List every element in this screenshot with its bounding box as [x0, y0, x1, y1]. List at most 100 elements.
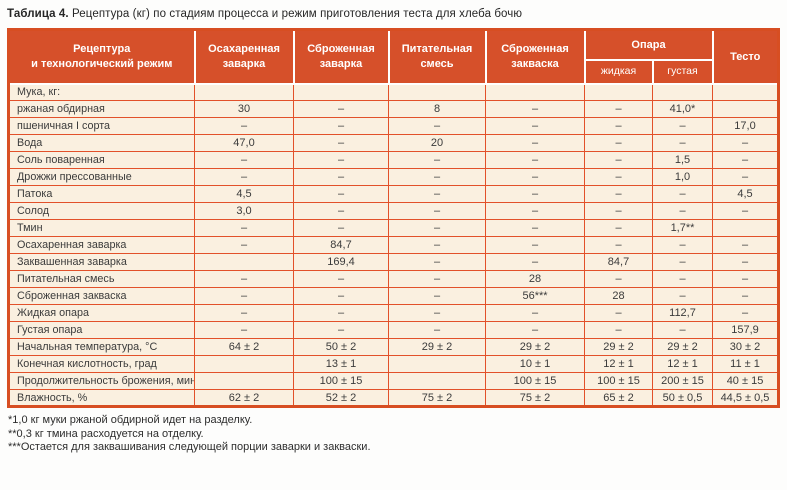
row-cell: – — [652, 134, 713, 152]
row-cell: – — [712, 151, 779, 169]
row-cell: 100 ± 15 — [293, 372, 389, 390]
row-cell — [712, 100, 779, 118]
col-header-opara-liquid: жидкая — [583, 58, 654, 85]
row-cell: – — [293, 287, 389, 305]
row-cell: 4,5 — [194, 185, 294, 203]
row-cell: – — [584, 185, 653, 203]
row-cell: – — [652, 321, 713, 339]
row-cell: – — [388, 236, 486, 254]
row-cell: 62 ± 2 — [194, 389, 294, 407]
row-cell: – — [293, 321, 389, 339]
table-row: Осахаренная заварка –84,7– – – – – — [8, 236, 779, 254]
row-cell: 29 ± 2 — [584, 338, 653, 356]
row-cell — [712, 83, 779, 101]
row-cell: – — [293, 168, 389, 186]
row-cell: 50 ± 0,5 — [652, 389, 713, 407]
row-cell: – — [584, 151, 653, 169]
row-cell: – — [388, 117, 486, 135]
row-label: Солод — [8, 202, 195, 220]
row-cell: – — [293, 219, 389, 237]
row-cell: 75 ± 2 — [388, 389, 486, 407]
row-cell: 28 — [584, 287, 653, 305]
table-row: Патока 4,5– – – – –4,5 — [8, 185, 779, 203]
table-row: Питательная смесь – – –28– – – — [8, 270, 779, 288]
row-cell: – — [293, 100, 389, 118]
row-cell: – — [584, 100, 653, 118]
col-header-nutrient-mix: Питательная смесь — [387, 28, 487, 85]
table-body: Мука, кг: ржаная обдирная 30–8– –41,0* пшени… — [8, 83, 779, 407]
row-cell: 29 ± 2 — [652, 338, 713, 356]
table-row: Начальная температура, °С 64 ± 2 50 ± 2 29 … — [8, 338, 779, 356]
row-label: Мука, кг: — [8, 83, 195, 101]
row-cell: 41,0* — [652, 100, 713, 118]
row-cell: – — [712, 236, 779, 254]
table-caption: Таблица 4. Рецептура (кг) по стадиям про… — [7, 8, 780, 20]
row-cell — [388, 372, 486, 390]
row-label: Сброженная закваска — [8, 287, 195, 305]
row-cell: 52 ± 2 — [293, 389, 389, 407]
row-cell: – — [388, 270, 486, 288]
row-cell: 1,5 — [652, 151, 713, 169]
row-cell: – — [485, 219, 585, 237]
row-cell: – — [388, 168, 486, 186]
table-caption-number: Таблица 4. — [7, 8, 69, 20]
row-cell: – — [388, 287, 486, 305]
row-cell: – — [584, 168, 653, 186]
row-cell: 12 ± 1 — [652, 355, 713, 373]
row-cell: – — [194, 321, 294, 339]
row-cell: – — [194, 304, 294, 322]
row-cell — [652, 83, 713, 101]
row-cell: 29 ± 2 — [388, 338, 486, 356]
row-cell: 169,4 — [293, 253, 389, 271]
row-cell: – — [388, 321, 486, 339]
row-cell: 17,0 — [712, 117, 779, 135]
table-row: Соль поваренная – – – – –1,5– — [8, 151, 779, 169]
row-cell — [584, 83, 653, 101]
row-cell: – — [194, 168, 294, 186]
row-cell: – — [485, 151, 585, 169]
row-cell: 112,7 — [652, 304, 713, 322]
row-cell: – — [293, 134, 389, 152]
row-cell: 157,9 — [712, 321, 779, 339]
row-cell: 84,7 — [584, 253, 653, 271]
row-cell: – — [652, 253, 713, 271]
row-cell: 20 — [388, 134, 486, 152]
table-header: Рецептура и технологический режим Осахар… — [7, 28, 780, 85]
row-cell: – — [584, 219, 653, 237]
row-cell: 30 — [194, 100, 294, 118]
row-cell: – — [388, 185, 486, 203]
footnote-3: ***Остается для заквашивания следующей п… — [8, 441, 371, 453]
row-cell: – — [652, 236, 713, 254]
col-header-dough: Тесто — [711, 28, 780, 85]
row-cell: – — [712, 287, 779, 305]
table-row: Влажность, % 62 ± 2 52 ± 2 75 ± 2 75 ± 2 65 ±… — [8, 389, 779, 407]
row-cell: – — [485, 304, 585, 322]
row-label: Дрожжи прессованные — [8, 168, 195, 186]
row-label: ржаная обдирная — [8, 100, 195, 118]
row-label: Жидкая опара — [8, 304, 195, 322]
table-row: Дрожжи прессованные – – – – –1,0– — [8, 168, 779, 186]
row-cell: – — [293, 202, 389, 220]
row-cell: – — [293, 117, 389, 135]
row-cell: 56*** — [485, 287, 585, 305]
table-row: Густая опара – – – – – –157,9 — [8, 321, 779, 339]
row-cell: – — [194, 236, 294, 254]
table-row: Тмин – – – – –1,7** — [8, 219, 779, 237]
row-cell: 12 ± 1 — [584, 355, 653, 373]
row-cell: 100 ± 15 — [584, 372, 653, 390]
row-cell: – — [584, 236, 653, 254]
row-cell — [712, 219, 779, 237]
row-label: Вода — [8, 134, 195, 152]
row-label: Продолжительность брожения, мин — [8, 372, 195, 390]
row-cell: – — [485, 202, 585, 220]
row-cell: 84,7 — [293, 236, 389, 254]
table-row: ржаная обдирная 30–8– –41,0* — [8, 100, 779, 118]
row-cell: – — [652, 270, 713, 288]
row-cell — [194, 83, 294, 101]
row-cell: – — [652, 185, 713, 203]
row-cell: – — [194, 287, 294, 305]
row-cell: – — [712, 304, 779, 322]
col-header-recipe-regime: Рецептура и технологический режим — [7, 28, 196, 85]
row-cell: – — [388, 304, 486, 322]
